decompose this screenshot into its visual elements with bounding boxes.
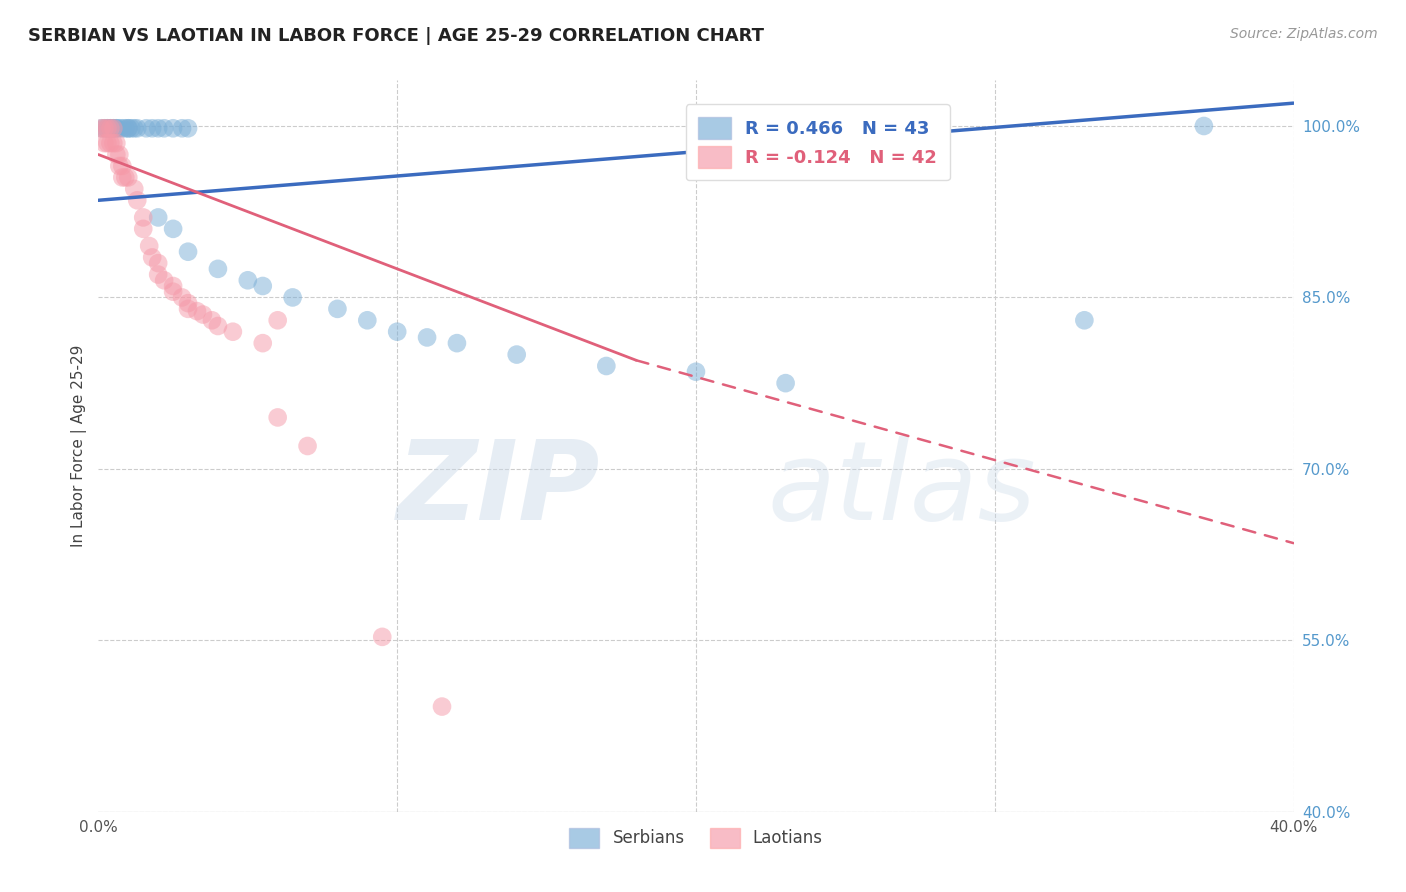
Point: [1073, 313, 1095, 327]
Point: [356, 313, 378, 327]
Point: [90, 121, 112, 136]
Point: [105, 136, 128, 150]
Point: [117, 170, 139, 185]
Point: [172, 121, 194, 136]
Point: [93, 136, 115, 150]
Point: [103, 121, 125, 136]
Point: [207, 261, 229, 276]
Point: [117, 121, 139, 136]
Point: [105, 121, 128, 136]
Point: [595, 359, 617, 373]
Point: [207, 318, 229, 333]
Point: [93, 121, 115, 136]
Point: [138, 239, 160, 253]
Point: [111, 121, 134, 136]
Point: [685, 365, 707, 379]
Point: [111, 159, 134, 173]
Text: Source: ZipAtlas.com: Source: ZipAtlas.com: [1230, 27, 1378, 41]
Point: [297, 439, 319, 453]
Point: [103, 121, 125, 136]
Point: [98, 121, 122, 136]
Point: [148, 211, 170, 225]
Point: [236, 273, 259, 287]
Point: [117, 121, 139, 136]
Point: [93, 121, 115, 136]
Point: [267, 313, 290, 327]
Point: [172, 290, 194, 304]
Point: [153, 273, 176, 287]
Point: [111, 170, 134, 185]
Point: [90, 121, 112, 136]
Point: [108, 159, 131, 173]
Legend: Serbians, Laotians: Serbians, Laotians: [562, 821, 830, 855]
Point: [177, 244, 200, 259]
Point: [281, 290, 304, 304]
Point: [153, 121, 176, 136]
Point: [177, 296, 200, 310]
Point: [114, 121, 136, 136]
Point: [105, 147, 128, 161]
Point: [132, 222, 155, 236]
Point: [141, 121, 163, 136]
Point: [132, 211, 155, 225]
Text: ZIP: ZIP: [396, 436, 600, 543]
Point: [162, 285, 184, 299]
Point: [162, 279, 184, 293]
Point: [385, 325, 409, 339]
Point: [201, 313, 224, 327]
Point: [506, 347, 529, 362]
Point: [148, 121, 170, 136]
Point: [127, 121, 149, 136]
Point: [124, 182, 146, 196]
Point: [114, 170, 136, 185]
Point: [103, 136, 125, 150]
Point: [177, 301, 200, 316]
Point: [124, 121, 146, 136]
Point: [103, 121, 125, 136]
Point: [416, 330, 439, 344]
Point: [252, 336, 274, 351]
Point: [98, 121, 122, 136]
Point: [148, 256, 170, 270]
Point: [105, 121, 128, 136]
Point: [120, 121, 142, 136]
Point: [446, 336, 468, 351]
Point: [135, 121, 157, 136]
Text: SERBIAN VS LAOTIAN IN LABOR FORCE | AGE 25-29 CORRELATION CHART: SERBIAN VS LAOTIAN IN LABOR FORCE | AGE …: [28, 27, 763, 45]
Point: [371, 630, 394, 644]
Point: [775, 376, 797, 391]
Point: [98, 136, 122, 150]
Point: [96, 121, 118, 136]
Point: [108, 147, 131, 161]
Point: [430, 699, 453, 714]
Point: [96, 121, 118, 136]
Point: [96, 136, 118, 150]
Point: [252, 279, 274, 293]
Point: [162, 121, 184, 136]
Point: [1192, 119, 1215, 133]
Point: [108, 121, 131, 136]
Point: [148, 268, 170, 282]
Point: [98, 121, 122, 136]
Point: [162, 222, 184, 236]
Point: [177, 121, 200, 136]
Point: [222, 325, 245, 339]
Point: [127, 194, 149, 208]
Y-axis label: In Labor Force | Age 25-29: In Labor Force | Age 25-29: [72, 345, 87, 547]
Text: atlas: atlas: [768, 436, 1036, 543]
Point: [267, 410, 290, 425]
Point: [186, 304, 208, 318]
Point: [96, 121, 118, 136]
Point: [141, 251, 163, 265]
Point: [191, 308, 214, 322]
Point: [326, 301, 349, 316]
